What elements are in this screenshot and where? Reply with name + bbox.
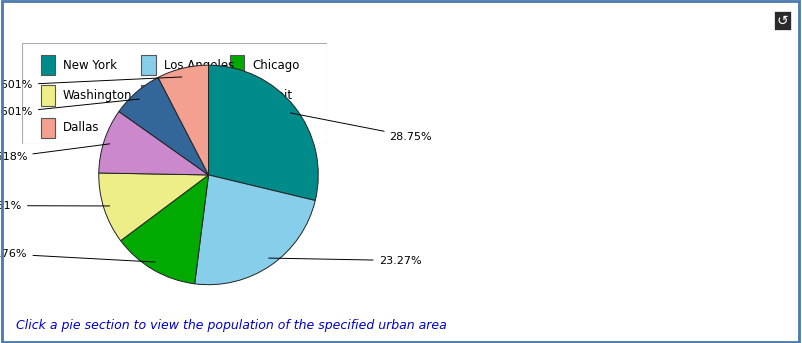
Bar bbox=[41, 118, 55, 138]
Text: 12.76%: 12.76% bbox=[0, 249, 155, 262]
Text: New York: New York bbox=[63, 59, 117, 72]
Bar bbox=[141, 85, 156, 106]
Wedge shape bbox=[158, 65, 209, 175]
Text: ↺: ↺ bbox=[777, 13, 788, 27]
Text: Washington: Washington bbox=[63, 89, 132, 102]
Text: Click a pie section to view the population of the specified urban area: Click a pie section to view the populati… bbox=[16, 319, 447, 332]
Text: Dallas: Dallas bbox=[63, 121, 99, 134]
Text: 23.27%: 23.27% bbox=[269, 256, 421, 265]
Bar bbox=[41, 55, 55, 75]
Bar bbox=[141, 55, 156, 75]
Text: San Francisco: San Francisco bbox=[164, 89, 245, 102]
Wedge shape bbox=[195, 175, 315, 285]
Bar bbox=[229, 85, 245, 106]
Wedge shape bbox=[209, 65, 318, 201]
Bar bbox=[41, 85, 55, 106]
Wedge shape bbox=[99, 111, 209, 175]
Text: Los Angeles: Los Angeles bbox=[164, 59, 234, 72]
Text: Major U.S. Urban Areas - Population: Major U.S. Urban Areas - Population bbox=[11, 13, 321, 28]
Text: Detroit: Detroit bbox=[252, 89, 293, 102]
Wedge shape bbox=[119, 78, 209, 175]
Text: Chicago: Chicago bbox=[252, 59, 299, 72]
Text: 10.51%: 10.51% bbox=[0, 201, 110, 211]
Wedge shape bbox=[99, 173, 209, 241]
Text: 7.601%: 7.601% bbox=[0, 77, 182, 90]
Text: 28.75%: 28.75% bbox=[290, 113, 432, 142]
Wedge shape bbox=[120, 175, 209, 284]
Text: 9.518%: 9.518% bbox=[0, 144, 110, 162]
Bar bbox=[229, 55, 245, 75]
Text: 7.601%: 7.601% bbox=[0, 99, 140, 117]
